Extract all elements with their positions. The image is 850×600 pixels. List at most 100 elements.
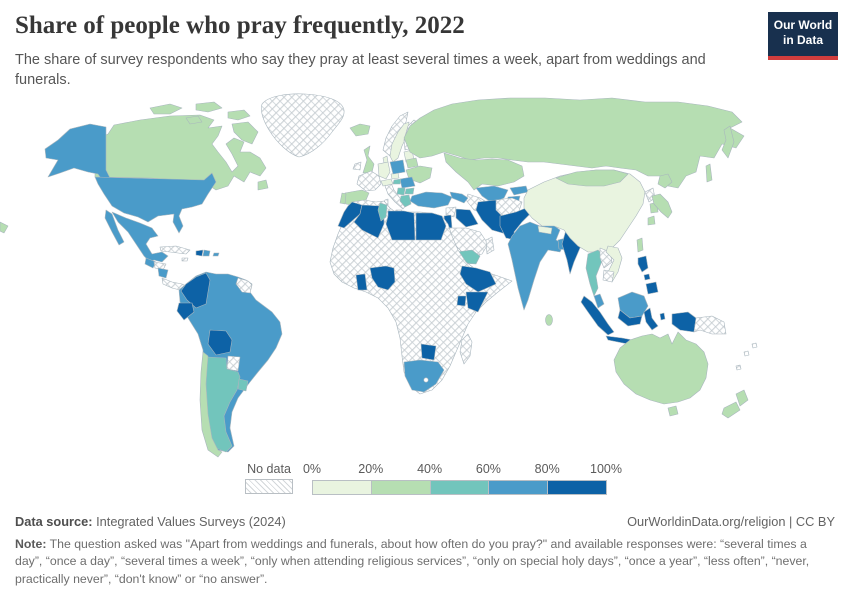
country-cambodia[interactable] bbox=[602, 269, 615, 283]
country-syria[interactable] bbox=[445, 206, 457, 218]
country-chile[interactable] bbox=[199, 351, 223, 458]
country-pacific-islands[interactable] bbox=[743, 350, 750, 357]
country-oman[interactable] bbox=[485, 236, 495, 255]
country-japan-hokkaido[interactable] bbox=[657, 173, 673, 189]
country-cuba[interactable] bbox=[159, 245, 191, 255]
data-source-label: Data source: bbox=[15, 514, 93, 529]
country-ecuador[interactable] bbox=[176, 302, 195, 321]
legend-bin-40-60%[interactable] bbox=[430, 480, 490, 495]
country-australia-tasmania[interactable] bbox=[667, 405, 679, 417]
country-bulgaria[interactable] bbox=[404, 187, 415, 195]
country-iceland[interactable] bbox=[349, 123, 371, 137]
country-canada[interactable] bbox=[94, 114, 267, 191]
country-france[interactable] bbox=[356, 170, 382, 192]
country-alaska[interactable] bbox=[44, 123, 113, 187]
country-germany[interactable] bbox=[377, 161, 391, 180]
country-hungary[interactable] bbox=[392, 178, 402, 185]
country-pacific-islands2[interactable] bbox=[751, 342, 758, 349]
region-africa[interactable] bbox=[329, 199, 513, 395]
country-uruguay[interactable] bbox=[237, 378, 249, 392]
country-dominican-republic[interactable] bbox=[202, 249, 211, 257]
country-nepal[interactable] bbox=[537, 225, 553, 235]
legend-bin-20-40%[interactable] bbox=[371, 480, 431, 495]
country-libya[interactable] bbox=[385, 210, 416, 241]
country-canada-island[interactable] bbox=[149, 103, 183, 115]
country-canada-island[interactable] bbox=[195, 101, 223, 113]
country-pakistan[interactable] bbox=[499, 207, 531, 241]
country-haiti[interactable] bbox=[195, 249, 204, 257]
country-papua-new-guinea[interactable] bbox=[693, 315, 727, 335]
country-kazakhstan[interactable] bbox=[443, 152, 525, 191]
country-united-states[interactable] bbox=[94, 172, 217, 234]
country-madagascar[interactable] bbox=[459, 333, 473, 365]
country-philippines-mindanao[interactable] bbox=[645, 281, 659, 295]
country-mongolia[interactable] bbox=[555, 169, 629, 187]
country-canada-baffin[interactable] bbox=[231, 121, 259, 145]
country-mexico-baja[interactable] bbox=[104, 209, 125, 246]
country-zimbabwe[interactable] bbox=[420, 343, 437, 361]
country-nicaragua[interactable] bbox=[157, 267, 169, 279]
country-canada-island[interactable] bbox=[185, 115, 203, 125]
country-canada-island[interactable] bbox=[227, 109, 251, 121]
country-paraguay[interactable] bbox=[226, 355, 241, 372]
country-kyrgyzstan[interactable] bbox=[509, 185, 529, 196]
country-romania[interactable] bbox=[399, 176, 416, 189]
country-egypt[interactable] bbox=[415, 212, 447, 241]
country-jamaica[interactable] bbox=[181, 257, 189, 262]
country-iraq[interactable] bbox=[455, 208, 479, 228]
country-pacific-islands3[interactable] bbox=[735, 364, 742, 371]
owid-logo[interactable]: Our World in Data bbox=[768, 12, 838, 60]
country-greece[interactable] bbox=[399, 194, 412, 208]
country-japan-kyushu[interactable] bbox=[647, 215, 656, 226]
country-indonesia-sulawesi[interactable] bbox=[643, 307, 659, 331]
country-russia-kamchatka[interactable] bbox=[721, 125, 735, 159]
country-bolivia[interactable] bbox=[207, 329, 233, 356]
legend-bin-80-100%[interactable] bbox=[548, 480, 607, 495]
country-turkey[interactable] bbox=[409, 191, 453, 209]
country-philippines-luzon[interactable] bbox=[637, 255, 649, 273]
country-sri-lanka[interactable] bbox=[545, 314, 553, 326]
country-new-zealand-south[interactable] bbox=[721, 401, 741, 419]
country-guatemala[interactable] bbox=[144, 257, 157, 269]
country-colombia[interactable] bbox=[180, 272, 211, 309]
country-united-kingdom[interactable] bbox=[362, 145, 375, 174]
country-taiwan[interactable] bbox=[636, 237, 644, 253]
country-canada-newfoundland[interactable] bbox=[257, 179, 269, 191]
country-belarus[interactable] bbox=[405, 157, 419, 169]
country-new-zealand-north[interactable] bbox=[735, 389, 749, 407]
country-indonesia-maluku[interactable] bbox=[659, 312, 666, 321]
country-philippines-visayas[interactable] bbox=[643, 273, 651, 281]
country-russia-sakhalin[interactable] bbox=[705, 163, 713, 183]
country-mexico[interactable] bbox=[111, 211, 169, 263]
country-ireland[interactable] bbox=[352, 161, 362, 171]
country-serbia[interactable] bbox=[396, 187, 406, 196]
legend-bin-0-20%[interactable] bbox=[312, 480, 372, 495]
country-portugal[interactable] bbox=[339, 192, 347, 205]
country-malaysia-peninsula[interactable] bbox=[593, 293, 605, 309]
legend-bin-60-80%[interactable] bbox=[489, 480, 549, 495]
country-indonesia-sumatra[interactable] bbox=[580, 295, 615, 336]
country-caucasus[interactable] bbox=[449, 191, 469, 204]
country-russia[interactable] bbox=[403, 97, 745, 189]
country-india[interactable] bbox=[507, 221, 565, 311]
country-russia-wrap-fragment[interactable] bbox=[0, 221, 9, 234]
country-puerto-rico[interactable] bbox=[212, 252, 220, 257]
country-guyanas[interactable] bbox=[235, 277, 253, 294]
country-ethiopia[interactable] bbox=[459, 265, 497, 293]
country-south-africa[interactable] bbox=[403, 359, 445, 393]
country-australia[interactable] bbox=[613, 331, 709, 405]
country-nigeria[interactable] bbox=[369, 265, 396, 291]
country-uzbekistan[interactable] bbox=[475, 185, 509, 204]
country-indonesia-papua[interactable] bbox=[671, 311, 697, 333]
country-greenland[interactable] bbox=[261, 93, 345, 158]
attribution-link[interactable]: OurWorldinData.org/religion | CC BY bbox=[627, 514, 835, 529]
country-japan-honshu[interactable] bbox=[651, 193, 673, 219]
country-indonesia-kalimantan[interactable] bbox=[617, 309, 643, 327]
country-kenya[interactable] bbox=[465, 291, 489, 313]
country-tunisia[interactable] bbox=[377, 202, 388, 222]
country-poland[interactable] bbox=[389, 159, 406, 175]
country-uganda[interactable] bbox=[456, 295, 467, 307]
legend-no-data-swatch[interactable] bbox=[245, 479, 293, 494]
legend-no-data[interactable]: No data bbox=[245, 462, 293, 494]
country-ghana[interactable] bbox=[355, 273, 368, 291]
